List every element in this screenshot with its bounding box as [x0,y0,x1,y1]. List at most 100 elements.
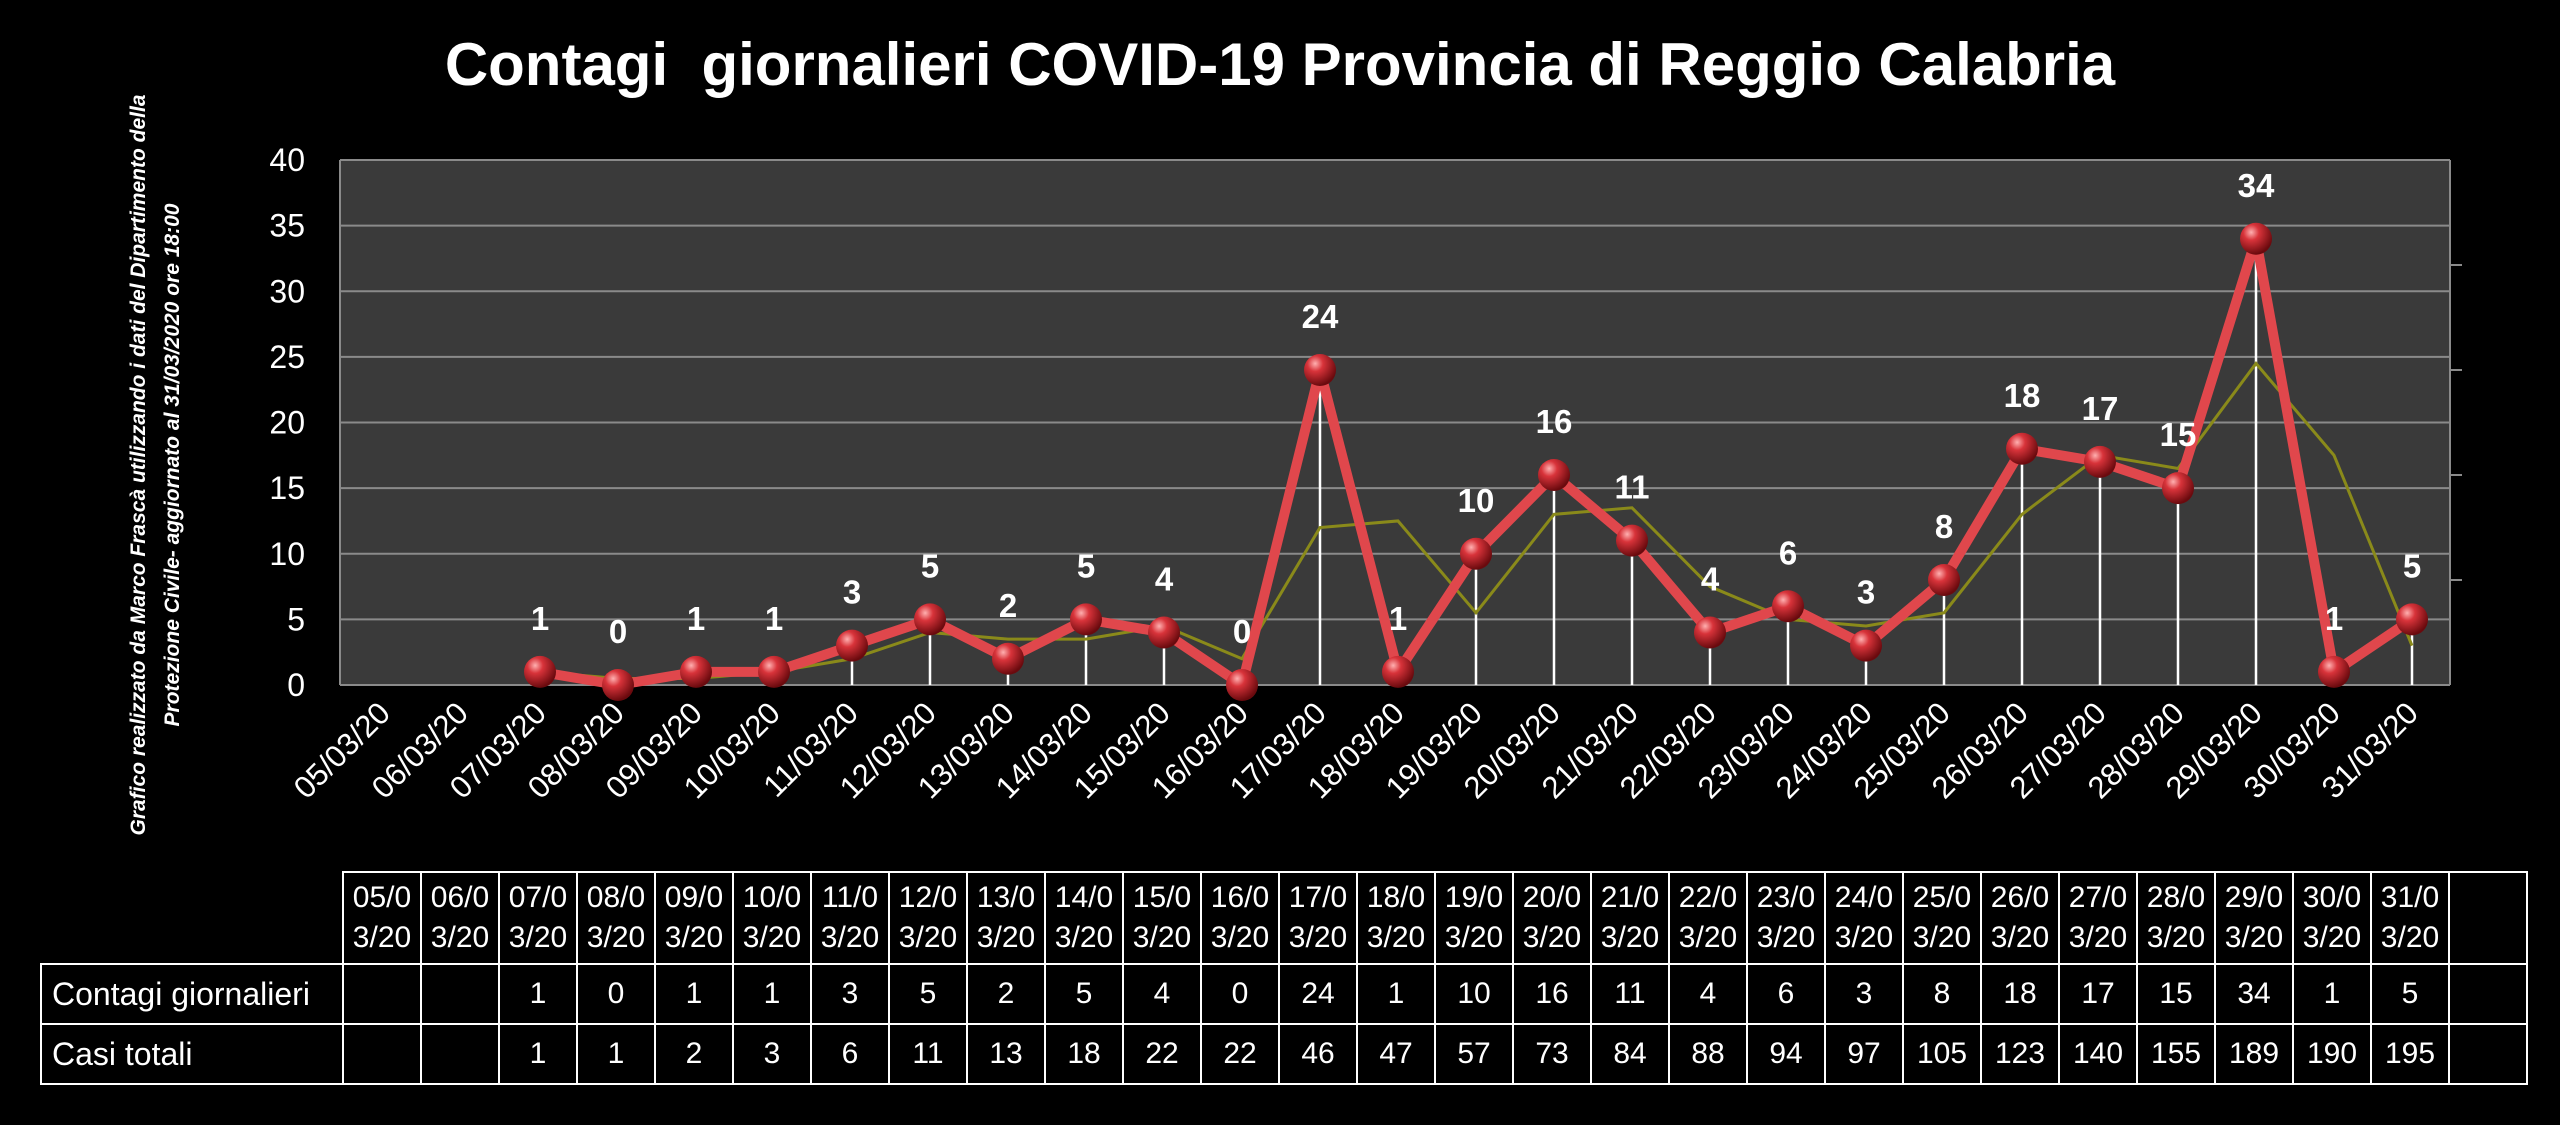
data-point [1694,616,1726,649]
table-cell: 4 [1668,963,1748,1025]
table-cell: 2 [966,963,1046,1025]
data-point [1226,669,1258,701]
data-label: 1 [687,600,705,637]
table-cell: 10 [1434,963,1514,1025]
table-date-header: 31/03/20 [2370,871,2450,965]
data-table: 05/03/20 06/03/20 07/03/20 08/03/20 09/03/20… [40,871,2528,1085]
data-label: 8 [1935,508,1953,545]
data-label: 1 [2325,600,2343,637]
table-row-label: Contagi giornalieri [40,963,344,1025]
y-tick-label: 0 [287,667,305,703]
table-cell: 5 [2370,963,2450,1025]
table-date-header: 14/03/20 [1044,871,1124,965]
table-cell: 34 [2214,963,2294,1025]
table-cell: 3 [732,1023,812,1085]
table-cell: 15 [2136,963,2216,1025]
chart-title: Contagi giornalieri COVID-19 Provincia d… [444,31,2116,98]
table-cell: 1 [732,963,812,1025]
data-point [1148,616,1180,649]
table-date-header: 23/03/20 [1746,871,1826,965]
table-date-header: 06/03/20 [420,871,500,965]
data-point [524,655,556,688]
data-point [1304,354,1336,386]
table-row: Casi totali 1 1 2 3 6 11 13 18 22 22 46 47 57 73 84 88 94… [40,1023,2528,1085]
table-cell: 17 [2058,963,2138,1025]
data-label: 5 [921,547,939,584]
table-header-row: 05/03/20 06/03/20 07/03/20 08/03/20 09/03/20… [41,871,2528,965]
table-cell: 94 [1746,1023,1826,1085]
y-tick-label: 30 [269,273,305,309]
table-cell: 3 [1824,963,1904,1025]
data-point [2162,472,2194,505]
data-point [2318,655,2350,688]
data-label: 24 [1302,298,1339,335]
data-label: 4 [1701,561,1720,598]
table-date-header: 19/03/20 [1434,871,1514,965]
table-cell: 22 [1122,1023,1202,1085]
data-label: 4 [1155,561,1174,598]
table-date-header: 11/03/20 [810,871,890,965]
data-point [1460,537,1492,570]
y-tick-label: 15 [269,470,305,506]
data-point [1070,603,1102,636]
table-cell: 13 [966,1023,1046,1085]
table-date-header: 13/03/20 [966,871,1046,965]
data-point [1616,524,1648,557]
table-date-header: 21/03/20 [1590,871,1670,965]
data-point [2006,432,2038,465]
data-label: 5 [1077,547,1095,584]
table-cell: 57 [1434,1023,1514,1085]
table-date-header: 27/03/20 [2058,871,2138,965]
table-cell: 97 [1824,1023,1904,1085]
table-cell: 16 [1512,963,1592,1025]
table-date-header: 24/03/20 [1824,871,1904,965]
table-cell: 123 [1980,1023,2060,1085]
data-label: 1 [531,600,549,637]
table-empty-cell [2448,963,2528,1025]
table-cell: 11 [1590,963,1670,1025]
y-tick-label: 5 [287,601,305,637]
table-cell: 6 [1746,963,1826,1025]
data-point [2084,445,2116,478]
table-cell: 2 [654,1023,734,1085]
table-date-header: 29/03/20 [2214,871,2294,965]
table-row-label: Casi totali [40,1023,344,1085]
table-cell [420,1023,500,1085]
table-cell: 47 [1356,1023,1436,1085]
y-tick-label: 40 [269,142,305,178]
table-cell: 73 [1512,1023,1592,1085]
data-label: 3 [843,574,861,611]
data-point [2396,603,2428,636]
table-cell: 5 [1044,963,1124,1025]
table-cell: 11 [888,1023,968,1085]
table-cell: 0 [576,963,656,1025]
table-date-header: 18/03/20 [1356,871,1436,965]
table-empty-cell [2448,871,2528,965]
table-cell: 22 [1200,1023,1280,1085]
data-label: 1 [765,600,783,637]
table-date-header: 25/03/20 [1902,871,1982,965]
table-date-header: 05/03/20 [342,871,422,965]
table-cell: 190 [2292,1023,2372,1085]
table-date-header: 09/03/20 [654,871,734,965]
table-cell: 1 [498,963,578,1025]
data-label: 18 [2004,377,2041,414]
table-cell: 1 [654,963,734,1025]
data-point [1538,459,1570,491]
data-point [1382,655,1414,688]
table-cell: 1 [1356,963,1436,1025]
y-tick-label: 25 [269,339,305,375]
table-cell: 24 [1278,963,1358,1025]
data-point [680,655,712,688]
table-cell: 195 [2370,1023,2450,1085]
table-cell: 5 [888,963,968,1025]
table-cell: 0 [1200,963,1280,1025]
data-point [1850,629,1882,662]
table-cell: 8 [1902,963,1982,1025]
data-label: 11 [1615,469,1650,506]
data-label: 15 [2160,416,2197,453]
data-label: 16 [1536,403,1573,440]
table-date-header: 28/03/20 [2136,871,2216,965]
data-point [1772,590,1804,623]
table-cell: 1 [498,1023,578,1085]
